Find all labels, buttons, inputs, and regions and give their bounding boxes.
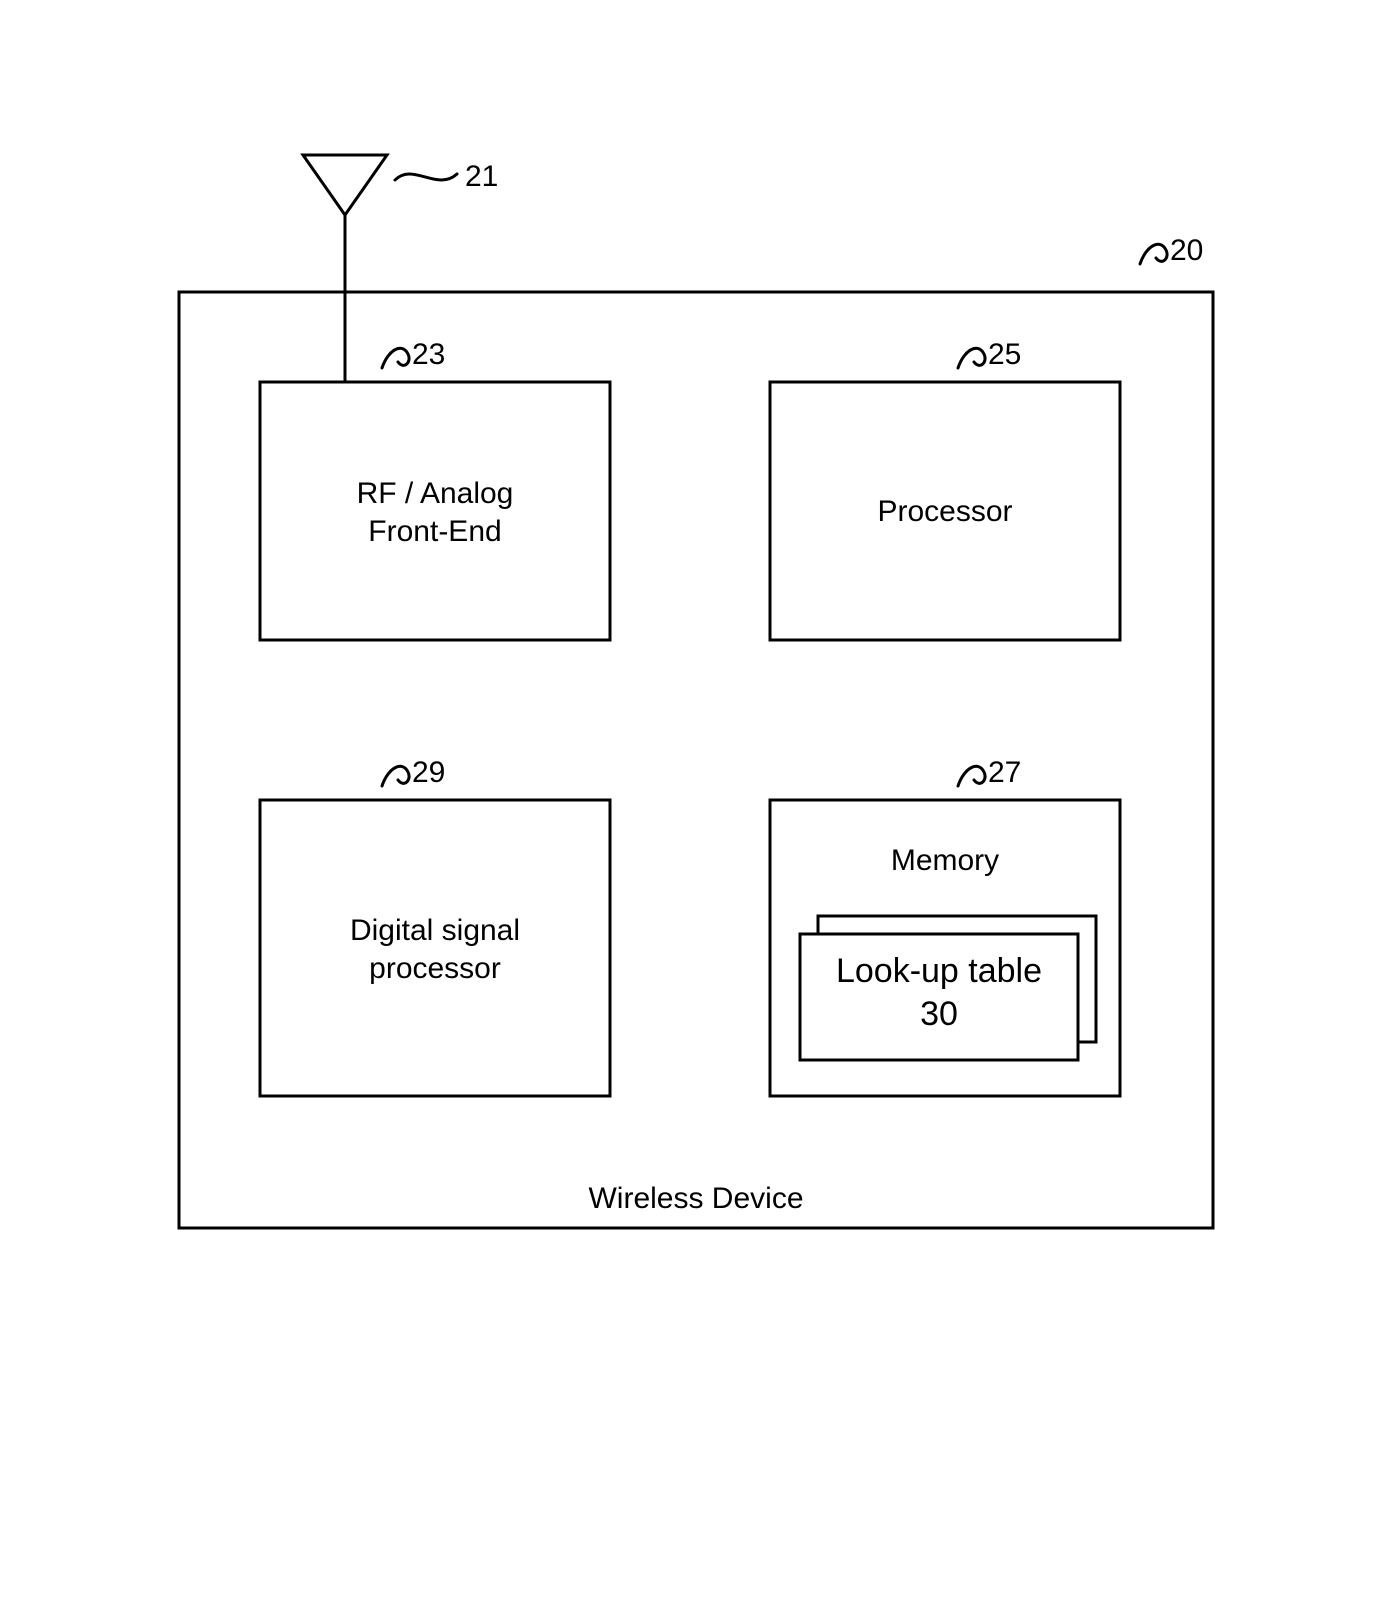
lookup-table-label: Look-up table (800, 950, 1078, 993)
container-box (179, 292, 1213, 1228)
ref-mark-20 (1140, 244, 1167, 264)
ref-mark-23 (382, 348, 409, 368)
ref-25: 25 (988, 336, 1021, 374)
lookup-table-ref: 30 (800, 993, 1078, 1036)
rf-frontend-label: RF / Analog Front-End (260, 475, 610, 550)
ref-mark-25 (958, 348, 985, 368)
ref-20: 20 (1170, 232, 1203, 270)
container-label: Wireless Device (496, 1180, 896, 1218)
ref-mark-21 (395, 174, 457, 180)
ref-mark-29 (382, 766, 409, 786)
processor-label: Processor (770, 493, 1120, 531)
antenna-icon (303, 155, 387, 215)
ref-21: 21 (465, 158, 498, 196)
ref-27: 27 (988, 754, 1021, 792)
dsp-label: Digital signal processor (260, 912, 610, 987)
ref-23: 23 (412, 336, 445, 374)
memory-label: Memory (770, 842, 1120, 880)
ref-29: 29 (412, 754, 445, 792)
ref-mark-27 (958, 766, 985, 786)
